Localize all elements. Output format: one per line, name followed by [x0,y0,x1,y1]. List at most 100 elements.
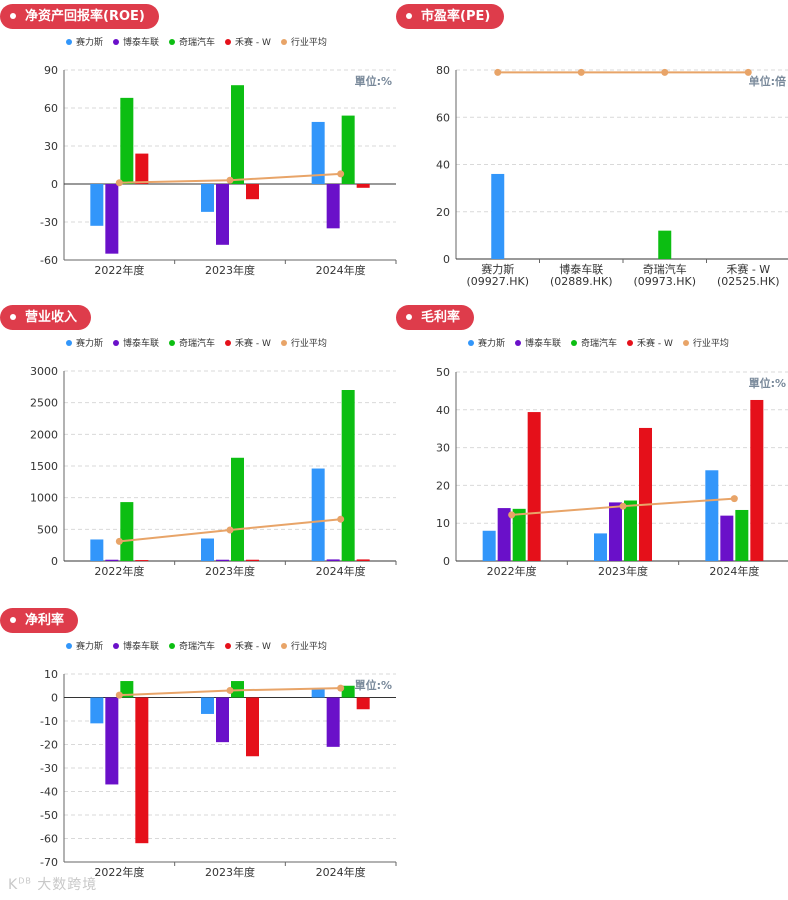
bar [90,184,104,226]
legend-label: 赛力斯 [76,339,104,349]
legend-dot-icon [225,339,232,346]
bar [120,681,134,698]
legend-item[interactable]: 奇瑞汽车 [571,336,617,349]
legend-item[interactable]: 赛力斯 [66,639,103,652]
gross-margin-legend[interactable]: 赛力斯 博泰车联 奇瑞汽车 禾赛 - W 行业平均 [468,336,739,349]
legend-label: 奇瑞汽车 [179,642,216,652]
revenue-legend[interactable]: 赛力斯 博泰车联 奇瑞汽车 禾赛 - W 行业平均 [66,336,337,349]
gross-margin-title: 毛利率 [421,310,461,325]
average-point [661,68,669,76]
legend-label: 赛力斯 [76,38,104,48]
y-tick-label: 10 [44,668,58,681]
legend-item[interactable]: 奇瑞汽车 [169,336,215,349]
y-tick-label: 0 [51,555,58,568]
legend-item[interactable]: 禾赛 - W [225,639,271,652]
x-tick-label: 2022年度 [94,263,144,277]
x-tick-label: 禾赛 - W [726,262,770,276]
x-tick-label: 2023年度 [205,865,255,879]
bar [231,457,244,561]
net-margin-legend[interactable]: 赛力斯 博泰车联 奇瑞汽车 禾赛 - W 行业平均 [66,639,337,652]
bar [246,184,259,200]
legend-item[interactable]: 行业平均 [280,35,327,48]
legend-label: 奇瑞汽车 [179,38,216,48]
bullet-icon [406,313,412,320]
average-point [226,526,234,534]
legend-label: 赛力斯 [478,339,506,349]
legend-item[interactable]: 博泰车联 [113,35,159,48]
bar [135,697,149,844]
legend-item[interactable]: 赛力斯 [66,336,103,349]
bar [527,412,541,561]
y-tick-label: -10 [40,715,58,728]
x-tick-label: (09973.HK) [633,275,696,288]
revenue-title-pill: 营业收入 [0,305,92,330]
net-margin-panel: 净利率 赛力斯 博泰车联 奇瑞汽车 禾赛 - W 行业平均 -70 -60 -50 -40 -3… [0,608,397,898]
y-tick-label: 20 [436,479,450,492]
legend-item[interactable]: 博泰车联 [113,639,159,652]
bar [105,559,119,561]
legend-item[interactable]: 博泰车联 [515,336,561,349]
legend-item[interactable]: 博泰车联 [113,336,159,349]
y-tick-label: 0 [51,692,58,705]
legend-item[interactable]: 行业平均 [682,336,729,349]
legend-dot-icon [682,339,689,346]
legend-label: 赛力斯 [76,642,104,652]
y-tick-label: 0 [51,178,58,191]
bar [311,688,325,698]
legend-item[interactable]: 禾赛 - W [627,336,673,349]
legend-item[interactable]: 行业平均 [280,639,327,652]
legend-item[interactable]: 行业平均 [280,336,327,349]
legend-dot-icon [66,642,72,649]
bar [609,502,622,561]
bar [326,697,340,747]
legend-label: 博泰车联 [123,642,160,652]
legend-item[interactable]: 赛力斯 [66,35,103,48]
bar [658,230,672,259]
bar [120,97,134,184]
bar [201,184,214,212]
legend-label: 行业平均 [290,339,327,349]
x-tick-label: 2024年度 [316,564,366,578]
x-tick-label: (02889.HK) [550,275,613,288]
roe-legend[interactable]: 赛力斯 博泰车联 奇瑞汽车 禾赛 - W 行业平均 [66,35,337,48]
y-tick-label: 3000 [30,365,58,378]
watermark-logo: KDB 大数跨境 [8,876,98,893]
x-tick-label: 2022年度 [487,564,537,578]
bar [231,85,244,184]
y-tick-label: 40 [436,404,450,417]
bar [750,399,764,561]
y-tick-label: 30 [436,442,450,455]
legend-item[interactable]: 赛力斯 [468,336,505,349]
bar [356,697,370,710]
average-point [115,537,123,545]
legend-item[interactable]: 奇瑞汽车 [169,639,215,652]
legend-label: 博泰车联 [123,339,160,349]
average-point [115,179,123,187]
bar [356,559,370,561]
legend-item[interactable]: 禾赛 - W [225,35,271,48]
bar [341,390,355,561]
legend-label: 博泰车联 [123,38,160,48]
legend-dot-icon [113,339,120,346]
bar [326,184,340,229]
bullet-icon [10,12,16,19]
net-margin-title: 净利率 [25,613,65,628]
y-tick-label: 30 [44,140,58,153]
legend-dot-icon [113,38,120,45]
bar [135,560,149,562]
legend-item[interactable]: 奇瑞汽车 [169,35,215,48]
unit-label: 單位:% [749,376,786,390]
legend-label: 禾赛 - W [235,642,271,652]
legend-item[interactable]: 禾赛 - W [225,336,271,349]
y-tick-label: 0 [443,253,450,266]
y-tick-label: -70 [40,856,58,869]
pe-title-pill: 市盈率(PE) [396,4,505,29]
y-tick-label: -30 [40,762,58,775]
bar [356,184,370,188]
bar [482,530,496,561]
y-tick-label: 80 [436,64,450,77]
x-tick-label: 奇瑞汽车 [643,262,687,276]
x-tick-label: (02525.HK) [717,275,780,288]
unit-label: 單位:% [355,678,392,692]
bar [246,559,259,561]
